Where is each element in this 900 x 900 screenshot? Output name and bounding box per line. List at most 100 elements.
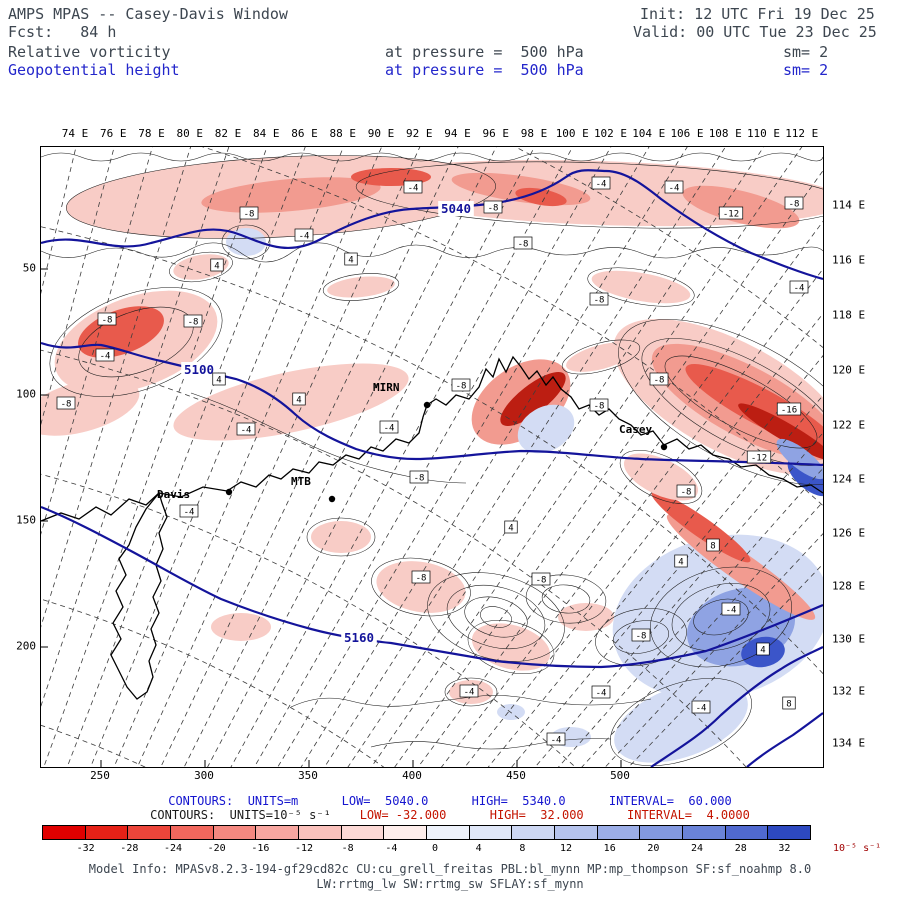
colorbar-cell — [255, 825, 299, 840]
top-axis-label: 86 E — [291, 127, 318, 140]
svg-text:-8: -8 — [244, 210, 255, 220]
vorticity-label: -4 — [691, 700, 711, 714]
field1-smoothing: sm= 2 — [783, 43, 829, 61]
vorticity-label: -4 — [236, 422, 256, 436]
right-axis-label: 118 E — [832, 308, 866, 322]
vorticity-label: 4 — [504, 520, 518, 534]
right-axis-label: 114 E — [832, 198, 866, 212]
vorticity-value-labels: -8 -4 -4 -8 -4 -4 -12 -8 -8 -8 4 4 -8 -4 -8 -8 4 -4 4 -4 -8 -… — [56, 176, 809, 746]
top-axis-label: 96 E — [482, 127, 510, 140]
right-axis-label: 134 E — [832, 736, 866, 750]
colorbar-tick-label: 4 — [475, 843, 482, 854]
colorbar-cell — [169, 825, 214, 840]
vorticity-label: -8 — [97, 312, 117, 326]
svg-text:-8: -8 — [188, 318, 199, 328]
colorbar-cell — [511, 825, 555, 840]
colorbar-tick-label: 8 — [519, 843, 526, 854]
vorticity-legend-values: LOW= -32.000 HIGH= 32.000 INTERVAL= 4.00… — [359, 808, 750, 822]
station-label: MIRN — [373, 381, 400, 394]
svg-text:-8: -8 — [416, 574, 427, 584]
vorticity-label: -8 — [784, 196, 804, 210]
colorbar-cell — [42, 825, 86, 840]
bottom-axis-label: 500 — [610, 769, 630, 782]
right-axis-label: 124 E — [832, 472, 866, 486]
svg-text:4: 4 — [678, 558, 683, 568]
vorticity-label: 8 — [706, 538, 720, 552]
svg-text:-16: -16 — [781, 406, 797, 416]
colorbar-tick-label: 20 — [647, 843, 660, 854]
svg-text:4: 4 — [760, 646, 765, 656]
svg-text:-4: -4 — [464, 688, 475, 698]
right-axis-label: 128 E — [832, 579, 866, 593]
init-time: Init: 12 UTC Fri 19 Dec 25 — [640, 5, 875, 23]
vorticity-label: -16 — [776, 402, 802, 416]
top-axis-label: 110 E — [746, 127, 781, 140]
station-marker: MIRN — [373, 381, 431, 409]
model-info-line2: LW:rrtmg_lw SW:rrtmg_sw SFLAY:sf_mynn — [316, 877, 584, 891]
right-axis-label: 116 E — [832, 253, 866, 267]
vorticity-contour-legend: CONTOURS: UNITS=10⁻⁵ s⁻¹ LOW= -32.000 HI… — [0, 808, 900, 822]
colorbar-tick-label: -20 — [207, 843, 226, 854]
colorbar-cell — [425, 825, 470, 840]
vorticity-label: -4 — [403, 180, 423, 194]
top-axis-label: 74 E — [61, 127, 89, 140]
svg-text:-8: -8 — [594, 402, 605, 412]
plot-title: AMPS MPAS -- Casey-Davis Window — [8, 5, 288, 23]
colorbar-cell — [127, 825, 171, 840]
svg-text:-4: -4 — [726, 606, 737, 616]
svg-text:4: 4 — [216, 376, 221, 386]
bottom-axis-label: 250 — [90, 769, 110, 782]
height-contour-legend: CONTOURS: UNITS=m LOW= 5040.0 HIGH= 5340… — [168, 794, 732, 808]
top-axis-label: 102 E — [593, 127, 628, 140]
svg-text:-4: -4 — [669, 184, 680, 194]
left-axis-label: 200 — [16, 639, 36, 653]
svg-text:5040: 5040 — [441, 201, 471, 216]
forecast-hour: Fcst: 84 h — [8, 23, 117, 41]
svg-text:8: 8 — [786, 700, 791, 710]
left-axis-label: 100 — [16, 387, 36, 401]
bottom-axis-label: 400 — [402, 769, 422, 782]
vorticity-label: -4 — [721, 602, 741, 616]
vorticity-label: -4 — [591, 685, 611, 699]
svg-text:-8: -8 — [636, 632, 647, 642]
top-axis-label: 92 E — [406, 127, 433, 140]
colorbar — [42, 825, 811, 840]
svg-text:-8: -8 — [414, 474, 425, 484]
colorbar-cell — [553, 825, 598, 840]
colorbar-cell — [340, 825, 385, 840]
svg-text:-8: -8 — [456, 382, 467, 392]
station-marker: Davis — [157, 488, 233, 501]
bottom-axis-label: 300 — [194, 769, 214, 782]
left-axis-label: 150 — [16, 513, 36, 527]
colorbar-cell — [84, 825, 129, 840]
top-axis-label: 104 E — [632, 127, 666, 140]
graticule — [41, 147, 823, 767]
svg-text:-12: -12 — [751, 454, 767, 464]
svg-text:-4: -4 — [596, 180, 607, 190]
right-axis-label: 132 E — [832, 684, 866, 698]
svg-text:-4: -4 — [696, 704, 707, 714]
svg-text:5100: 5100 — [184, 362, 214, 377]
vorticity-label: -4 — [459, 684, 479, 698]
vorticity-label: -4 — [379, 420, 399, 434]
vorticity-label: -8 — [411, 570, 431, 584]
vorticity-label: 4 — [292, 392, 306, 406]
vorticity-label: 4 — [344, 252, 358, 266]
colorbar-cell — [639, 825, 683, 840]
colorbar-tick-label: -32 — [76, 843, 95, 854]
bottom-axis-label: 350 — [298, 769, 318, 782]
vorticity-label: -4 — [95, 348, 115, 362]
top-axis-label: 106 E — [670, 127, 704, 140]
model-info-line1: Model Info: MPASv8.2.3-194-gf29cd82c CU:… — [88, 862, 812, 876]
svg-text:-4: -4 — [241, 426, 252, 436]
vorticity-label: -8 — [531, 572, 551, 586]
vorticity-label: 8 — [782, 696, 796, 710]
field1-name: Relative vorticity — [8, 43, 171, 61]
station-label: Casey — [619, 423, 652, 436]
valid-time: Valid: 00 UTC Tue 23 Dec 25 — [633, 23, 877, 41]
colorbar-tick-label: 32 — [778, 843, 791, 854]
svg-text:4: 4 — [348, 256, 353, 266]
svg-text:-8: -8 — [536, 576, 547, 586]
svg-text:8: 8 — [710, 542, 715, 552]
